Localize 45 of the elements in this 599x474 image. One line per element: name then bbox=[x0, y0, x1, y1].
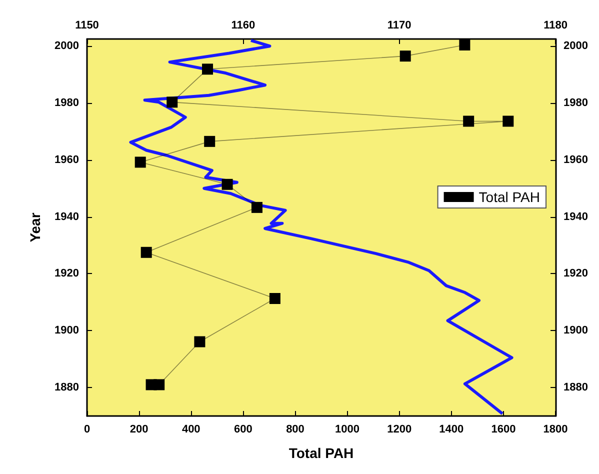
x2-tick-label: 1160 bbox=[231, 20, 256, 32]
y-tick-label: 1940 bbox=[54, 210, 79, 223]
x-tick-label: 1200 bbox=[387, 424, 412, 436]
point bbox=[502, 116, 514, 127]
y-axis-title: Year bbox=[27, 212, 43, 242]
x2-tick-label: 1170 bbox=[387, 20, 412, 32]
x-axis-title: Total PAH bbox=[288, 445, 354, 461]
legend-label: Total PAH bbox=[478, 189, 540, 205]
point bbox=[222, 178, 233, 190]
y-tick-label: 1920 bbox=[54, 268, 79, 280]
x-tick-label: 0 bbox=[84, 424, 90, 436]
y-tick-label: 2000 bbox=[54, 40, 79, 52]
y2-tick-label: 1960 bbox=[564, 154, 588, 166]
x-tick-label: 800 bbox=[286, 424, 304, 436]
x2-tick-label: 1150 bbox=[75, 20, 99, 32]
point bbox=[146, 379, 157, 390]
point bbox=[459, 39, 470, 50]
y-tick-label: 1880 bbox=[54, 382, 79, 394]
point bbox=[166, 96, 178, 108]
x-tick-label: 1000 bbox=[335, 424, 360, 436]
x-tick-label: 1800 bbox=[543, 424, 568, 436]
x-tick-label: 200 bbox=[130, 424, 148, 436]
y2-tick-label: 1900 bbox=[564, 324, 588, 337]
y2-tick-label: 2000 bbox=[564, 40, 588, 52]
y-tick-label: 1960 bbox=[54, 154, 79, 166]
point bbox=[140, 246, 152, 258]
x-tick-label: 400 bbox=[182, 424, 200, 436]
x-tick-label: 1400 bbox=[439, 424, 464, 436]
point bbox=[251, 202, 262, 213]
point bbox=[463, 116, 474, 127]
y2-tick-label: 1920 bbox=[564, 268, 588, 280]
x-tick-label: 600 bbox=[234, 424, 252, 436]
point bbox=[134, 156, 146, 168]
y-tick-label: 1900 bbox=[54, 324, 79, 337]
y2-tick-label: 1880 bbox=[564, 382, 588, 394]
x2-tick-label: 1180 bbox=[544, 20, 568, 32]
point bbox=[202, 64, 214, 75]
point bbox=[204, 136, 216, 147]
point bbox=[400, 50, 411, 62]
y-tick-label: 1980 bbox=[54, 97, 79, 110]
y2-tick-label: 1940 bbox=[564, 210, 588, 223]
x-tick-label: 1600 bbox=[491, 424, 516, 436]
y2-tick-label: 1980 bbox=[564, 97, 588, 110]
point bbox=[194, 336, 206, 348]
point bbox=[269, 292, 280, 304]
